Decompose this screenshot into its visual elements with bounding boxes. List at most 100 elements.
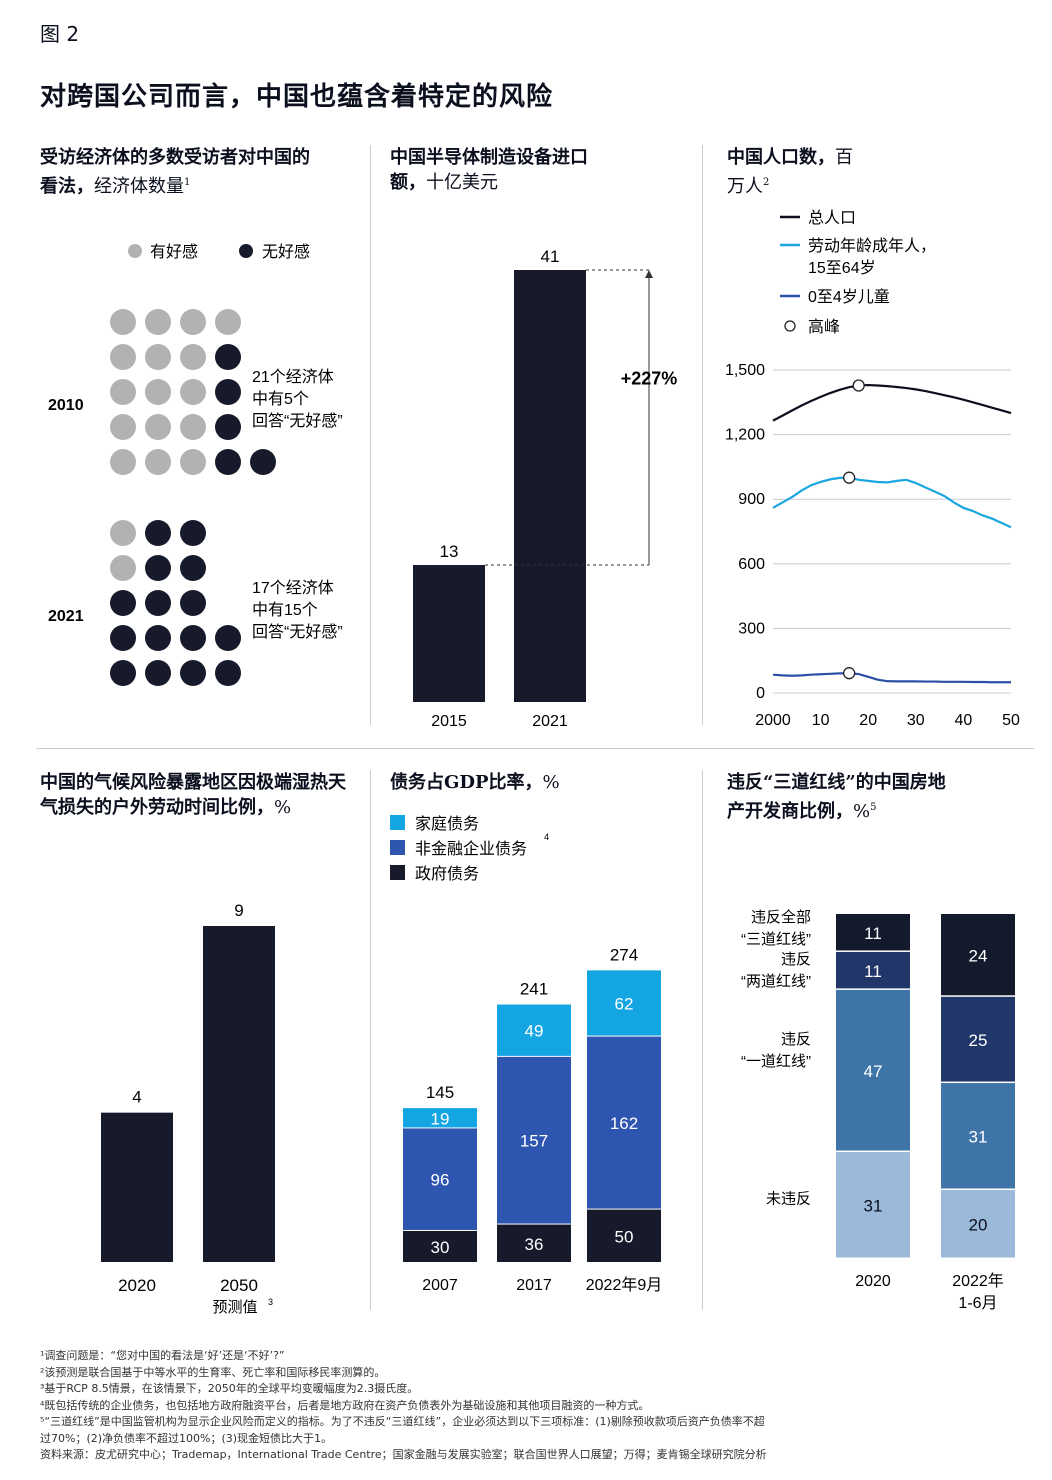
dot-2021-1-0 <box>110 555 136 581</box>
bar-value-2050: 9 <box>234 901 243 920</box>
red-lines-stacked-bar-chart: 314711112020203125242022年1-6月违反全部“三道红线”违… <box>741 908 1015 1312</box>
side-label-0-0: 违反全部 <box>751 908 811 926</box>
panel1-title-sup: 1 <box>184 177 191 188</box>
peak-marker-1 <box>843 471 856 484</box>
legend-label-children: 0至4岁儿童 <box>808 287 890 306</box>
dot-2010-4-2 <box>180 449 206 475</box>
legend-dot-favorable <box>128 244 142 258</box>
group-year-2021: 2021 <box>48 608 84 625</box>
segment-value-1-1: 31 <box>969 1128 988 1147</box>
footnote-1: ¹调查问题是：“您对中国的看法是‘好’还是‘不好’?” <box>40 1349 285 1362</box>
x-tick-2000: 2000 <box>755 712 791 729</box>
legend-swatch-1 <box>390 840 405 855</box>
semiconductor-bar-chart: 13 2015 41 2021 +227% <box>413 247 677 730</box>
figure-label: 图 2 <box>40 22 80 46</box>
dot-2010-1-1 <box>145 344 171 370</box>
segment-0-0 <box>836 1152 910 1258</box>
legend-label-working-age: 劳动年龄成年人， <box>808 237 936 255</box>
y-tick-900: 900 <box>738 491 765 508</box>
bar-2050 <box>203 926 275 1262</box>
footnote-4: ⁴既包括传统的企业债务，也包括地方政府融资平台，后者是地方政府在资产负债表外为基… <box>40 1398 650 1412</box>
dot-2010-4-3 <box>215 449 241 475</box>
total-2007: 145 <box>426 1083 454 1102</box>
legend-label-favorable: 有好感 <box>150 243 198 261</box>
segment-value-2007-0: 30 <box>431 1238 450 1257</box>
segment-2007-1 <box>403 1128 477 1230</box>
group-annotation-2010: 21个经济体 <box>252 368 334 386</box>
x-tick-0-0: 2020 <box>855 1273 891 1290</box>
legend-label-unfavorable: 无好感 <box>262 243 310 261</box>
dot-2010-0-0 <box>110 309 136 335</box>
panel4-title-unit: % <box>274 797 292 818</box>
group-annotation-2021: 17个经济体 <box>252 579 334 597</box>
panel6-title-sup: 5 <box>870 802 877 813</box>
divider-v3 <box>370 770 371 1310</box>
segment-value-2017-2: 49 <box>525 1022 544 1041</box>
segment-value-0-2: 11 <box>864 962 882 981</box>
legend-label-peak: 高峰 <box>808 318 840 336</box>
x-tick-40: 40 <box>955 712 973 729</box>
segment-2022年9月-1 <box>587 1036 661 1209</box>
dot-2021-4-0 <box>110 660 136 686</box>
dot-2010-1-0 <box>110 344 136 370</box>
x-tick-2021: 2021 <box>532 713 568 730</box>
dot-2010-3-2 <box>180 414 206 440</box>
segment-1-1 <box>941 1083 1015 1189</box>
side-label-2-1: “一道红线” <box>741 1053 811 1070</box>
segment-value-0-3: 11 <box>864 924 882 943</box>
segment-1-2 <box>941 996 1015 1082</box>
panel2-title-unit: 十亿美元 <box>426 172 498 193</box>
dot-2021-0-1 <box>145 520 171 546</box>
segment-1-0 <box>941 1190 1015 1258</box>
side-label-2-0: 违反 <box>781 1031 811 1048</box>
panel1-title: 受访经济体的多数受访者对中国的看法，经济体数量1 <box>40 145 320 199</box>
legend-peak-marker <box>784 320 796 332</box>
series-line-1 <box>772 476 1012 529</box>
legend-label-total: 总人口 <box>808 209 856 227</box>
footnote-2: ²该预测是联合国基于中等水平的生育率、死亡率和国际移民率测算的。 <box>40 1365 386 1379</box>
segment-0-2 <box>836 951 910 989</box>
segment-2022年9月-2 <box>587 970 661 1036</box>
panel5-title: 债务占GDP比率，% <box>390 770 690 795</box>
segment-value-2007-1: 96 <box>431 1171 450 1190</box>
segment-2017-2 <box>497 1004 571 1056</box>
dot-2021-3-2 <box>180 625 206 651</box>
segment-value-2007-2: 19 <box>431 1109 450 1128</box>
legend-label-2: 政府债务 <box>415 865 479 883</box>
dot-2021-2-0 <box>110 590 136 616</box>
segment-value-0-1: 47 <box>864 1062 883 1081</box>
group-annotation-2010: 中有5个 <box>252 390 309 408</box>
dot-2010-2-3 <box>215 379 241 405</box>
panel2-title: 中国半导体制造设备进口额，十亿美元 <box>390 145 600 195</box>
segment-2017-0 <box>497 1224 571 1262</box>
divider-v4 <box>702 770 703 1310</box>
dot-2010-2-1 <box>145 379 171 405</box>
dot-2010-2-2 <box>180 379 206 405</box>
dot-2010-1-3 <box>215 344 241 370</box>
panel5-title-bold: 债务占GDP比率， <box>390 772 543 793</box>
segment-2017-1 <box>497 1056 571 1224</box>
dot-2010-0-1 <box>145 309 171 335</box>
legend-label-0: 家庭债务 <box>415 815 479 833</box>
panel4-title-bold: 中国的气候风险暴露地区因极端湿热天气损失的户外劳动时间比例， <box>40 772 346 818</box>
segment-2007-2 <box>403 1108 477 1128</box>
bar-2020 <box>101 1112 173 1262</box>
total-2017: 241 <box>520 980 548 999</box>
x-tick-20: 20 <box>859 712 877 729</box>
dot-2021-0-2 <box>180 520 206 546</box>
footnote-5: ⁵“三道红线”是中国监管机构为显示企业风险而定义的指标。为了不违反“三道红线”，… <box>40 1415 765 1428</box>
side-label-0-1: “三道红线” <box>741 931 811 948</box>
dot-2010-3-3 <box>215 414 241 440</box>
x-tick-2020: 2020 <box>118 1276 156 1295</box>
group-annotation-2021: 回答“无好感” <box>252 623 343 641</box>
panel3-title-bold: 中国人口数， <box>727 147 835 168</box>
segment-value-1-2: 25 <box>969 1031 988 1050</box>
dot-2021-1-1 <box>145 555 171 581</box>
x-tick-1-0: 2022年 <box>952 1272 1004 1290</box>
x-tick-50: 50 <box>1002 712 1020 729</box>
panel6-title: 违反“三道红线”的中国房地产开发商比例，%5 <box>727 770 957 824</box>
dot-2021-4-3 <box>215 660 241 686</box>
legend-swatch-2 <box>390 865 405 880</box>
